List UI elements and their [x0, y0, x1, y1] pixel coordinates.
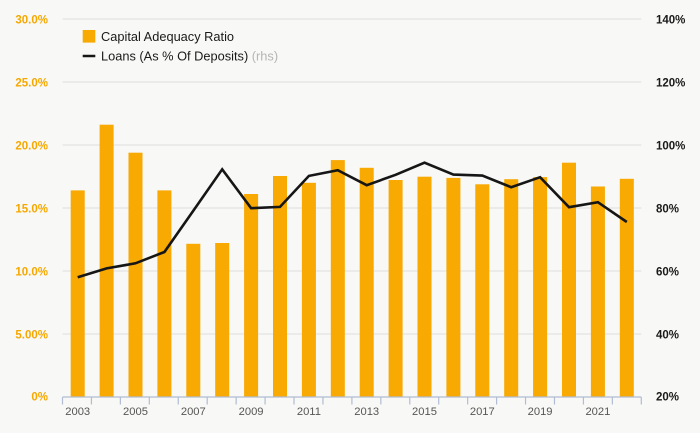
svg-text:2015: 2015	[412, 406, 437, 418]
svg-text:120%: 120%	[656, 77, 685, 89]
svg-text:2021: 2021	[585, 406, 610, 418]
svg-text:2013: 2013	[354, 406, 379, 418]
svg-text:100%: 100%	[656, 140, 685, 152]
svg-text:40%: 40%	[656, 329, 679, 341]
svg-text:2019: 2019	[528, 406, 553, 418]
svg-text:Capital Adequacy Ratio: Capital Adequacy Ratio	[101, 29, 234, 44]
svg-text:Loans (As % Of Deposits) (rhs): Loans (As % Of Deposits) (rhs)	[101, 48, 278, 63]
svg-text:15.0%: 15.0%	[15, 203, 48, 215]
svg-text:30.0%: 30.0%	[15, 14, 48, 26]
svg-text:20.0%: 20.0%	[15, 140, 48, 152]
svg-text:20%: 20%	[656, 392, 679, 404]
svg-text:2005: 2005	[123, 406, 148, 418]
svg-text:10.0%: 10.0%	[15, 266, 48, 278]
svg-text:80%: 80%	[656, 203, 679, 215]
svg-text:0%: 0%	[31, 392, 48, 404]
svg-text:2003: 2003	[65, 406, 90, 418]
svg-text:2009: 2009	[239, 406, 264, 418]
svg-text:5.00%: 5.00%	[15, 329, 48, 341]
svg-text:140%: 140%	[656, 14, 685, 26]
svg-text:2011: 2011	[297, 406, 321, 418]
svg-text:25.0%: 25.0%	[15, 77, 48, 89]
svg-text:2017: 2017	[470, 406, 495, 418]
svg-text:60%: 60%	[656, 266, 679, 278]
svg-text:2007: 2007	[181, 406, 206, 418]
